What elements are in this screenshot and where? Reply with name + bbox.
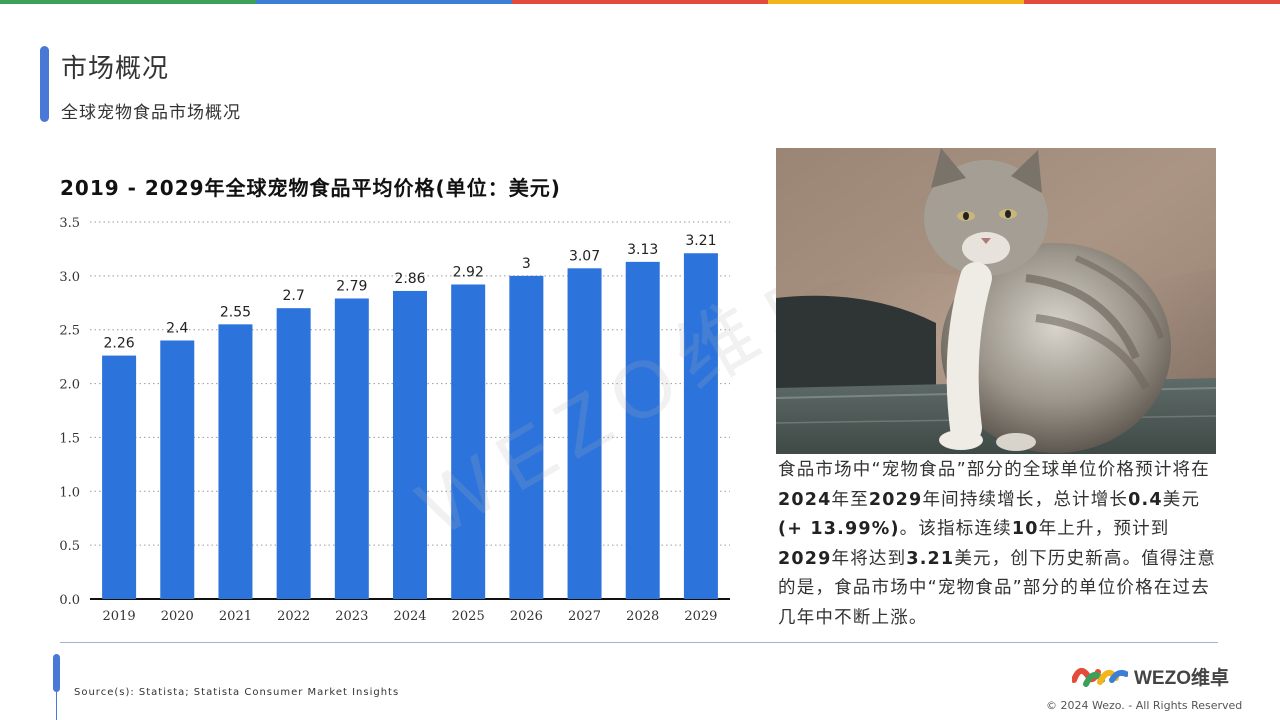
desc-highlight: 3.21 (906, 548, 955, 569)
desc-text: 年间持续增长，总计增长 (922, 489, 1129, 510)
desc-text: 年上升，预计到 (1038, 519, 1170, 539)
desc-highlight: 2029 (778, 548, 832, 569)
wezo-logo: WEZO维卓 (1072, 662, 1229, 690)
desc-text: 食品市场中“宠物食品”部分的全球单位价格预计将在 (778, 460, 1210, 480)
y-tick-label: 3.5 (59, 216, 80, 231)
bar (160, 340, 195, 599)
y-tick-label: 0.5 (59, 539, 80, 554)
desc-text: 美元 (1162, 489, 1201, 510)
footer-accent-bar (53, 654, 60, 692)
data-label: 2.86 (394, 271, 425, 287)
x-tick-label: 2025 (452, 609, 485, 624)
y-tick-label: 3.0 (59, 270, 80, 285)
bar (334, 298, 369, 599)
bar (393, 290, 427, 599)
copyright: © 2024 Wezo. - All Rights Reserved (1046, 699, 1243, 712)
top-bar-segment (768, 0, 1024, 4)
data-label: 2.79 (336, 278, 367, 294)
data-label: 3.07 (569, 248, 600, 264)
x-tick-label: 2024 (393, 609, 426, 624)
x-tick-label: 2028 (626, 609, 659, 624)
cat-photo (776, 148, 1216, 454)
top-bar-segment (1024, 0, 1280, 4)
top-bar-segment (0, 0, 256, 4)
y-tick-label: 1.0 (59, 485, 80, 500)
desc-text: 美元，创下历史新高。值得注意的是，食品市场中“宠物食品”部分的单位价格在过去几年… (778, 548, 1217, 628)
x-tick-label: 2021 (219, 609, 252, 624)
desc-text: 。该指标连续 (899, 519, 1012, 539)
data-label: 2.92 (453, 264, 484, 280)
top-bar-segment (512, 0, 768, 4)
data-label: 2.26 (104, 336, 135, 352)
source-note: Source(s): Statista; Statista Consumer M… (74, 687, 400, 698)
data-label: 3 (522, 256, 531, 272)
x-tick-label: 2023 (335, 609, 368, 624)
footer-accent-line (56, 692, 57, 720)
y-tick-label: 2.0 (59, 378, 80, 393)
bar (218, 324, 253, 599)
page-subtitle: 全球宠物食品市场概况 (61, 103, 241, 123)
y-tick-label: 1.5 (59, 431, 80, 446)
top-bar-segment (256, 0, 512, 4)
title-accent-bar (40, 46, 49, 122)
bar (276, 308, 311, 599)
data-label: 2.7 (283, 288, 305, 304)
x-tick-label: 2029 (684, 609, 717, 624)
bar-chart: 0.0 0.5 1.0 1.5 2.0 2.5 3.0 3.5 2.26 2019 2.4 2020 2… (59, 216, 730, 624)
y-tick-label: 2.5 (59, 324, 80, 339)
bar (625, 261, 660, 599)
desc-highlight: 2029 (868, 489, 923, 510)
x-tick-label: 2020 (161, 609, 194, 624)
x-tick-label: 2026 (510, 609, 543, 624)
wezo-logo-icon (1072, 667, 1128, 687)
x-tick-label: 2022 (277, 609, 310, 624)
desc-highlight: (+ 13.99%) (778, 519, 900, 539)
data-label: 3.21 (685, 233, 716, 249)
desc-highlight: 0.4 (1128, 489, 1163, 510)
data-label: 2.55 (220, 304, 251, 320)
desc-highlight: 10 (1011, 519, 1039, 539)
bar (102, 355, 137, 599)
footer-divider (60, 642, 1218, 643)
top-color-bar (0, 0, 1280, 4)
chart-title: 2019 - 2029年全球宠物食品平均价格(单位：美元) (60, 176, 561, 200)
bar (683, 253, 718, 599)
desc-text: 年将达到 (831, 548, 907, 569)
x-tick-label: 2027 (568, 609, 601, 624)
data-label: 2.4 (166, 320, 188, 336)
bar (509, 275, 544, 599)
data-label: 3.13 (627, 242, 658, 258)
x-tick-label: 2019 (103, 609, 136, 624)
description-text: 食品市场中“宠物食品”部分的全球单位价格预计将在2024年至2029年间持续增长… (778, 456, 1223, 633)
desc-highlight: 2024 (778, 489, 832, 510)
page-title: 市场概况 (61, 54, 170, 84)
bar (451, 284, 486, 599)
desc-text: 年至 (831, 489, 869, 510)
logo-text: WEZO维卓 (1134, 667, 1229, 689)
y-tick-label: 0.0 (59, 593, 80, 608)
bar (567, 268, 602, 599)
